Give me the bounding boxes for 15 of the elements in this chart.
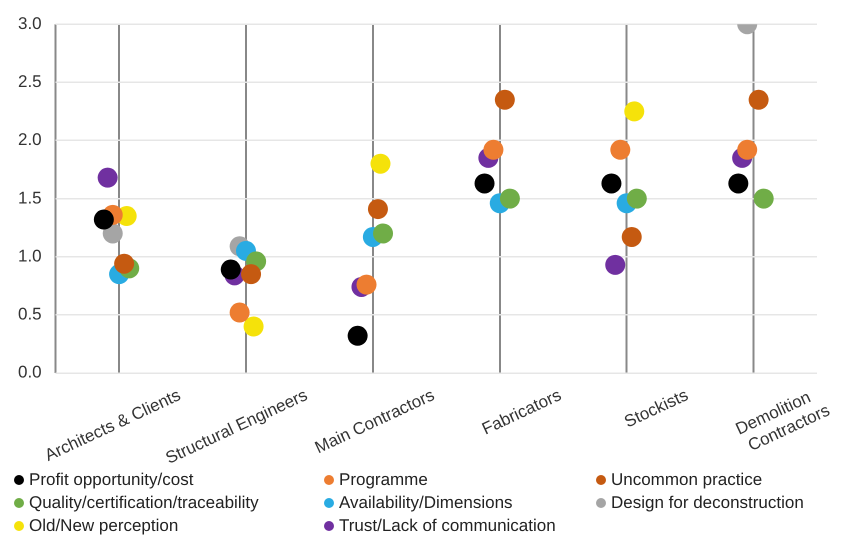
- legend-label: Old/New perception: [29, 516, 178, 536]
- legend-label: Profit opportunity/cost: [29, 470, 194, 490]
- y-tick-label: 3.0: [18, 14, 42, 33]
- y-tick-label: 0.0: [18, 362, 42, 382]
- y-tick-label: 1.0: [18, 246, 42, 266]
- y-tick-label: 2.0: [18, 130, 42, 150]
- legend-label: Trust/Lack of communication: [339, 516, 556, 536]
- legend-label: Design for deconstruction: [611, 493, 804, 513]
- legend-label: Quality/certification/traceability: [29, 493, 259, 513]
- legend-label: Programme: [339, 470, 428, 490]
- y-tick-label: 0.5: [18, 304, 42, 324]
- legend-label: Availability/Dimensions: [339, 493, 513, 513]
- legend-label: Uncommon practice: [611, 470, 762, 490]
- y-tick-label: 2.5: [18, 72, 42, 92]
- y-tick-label: 1.5: [18, 188, 42, 208]
